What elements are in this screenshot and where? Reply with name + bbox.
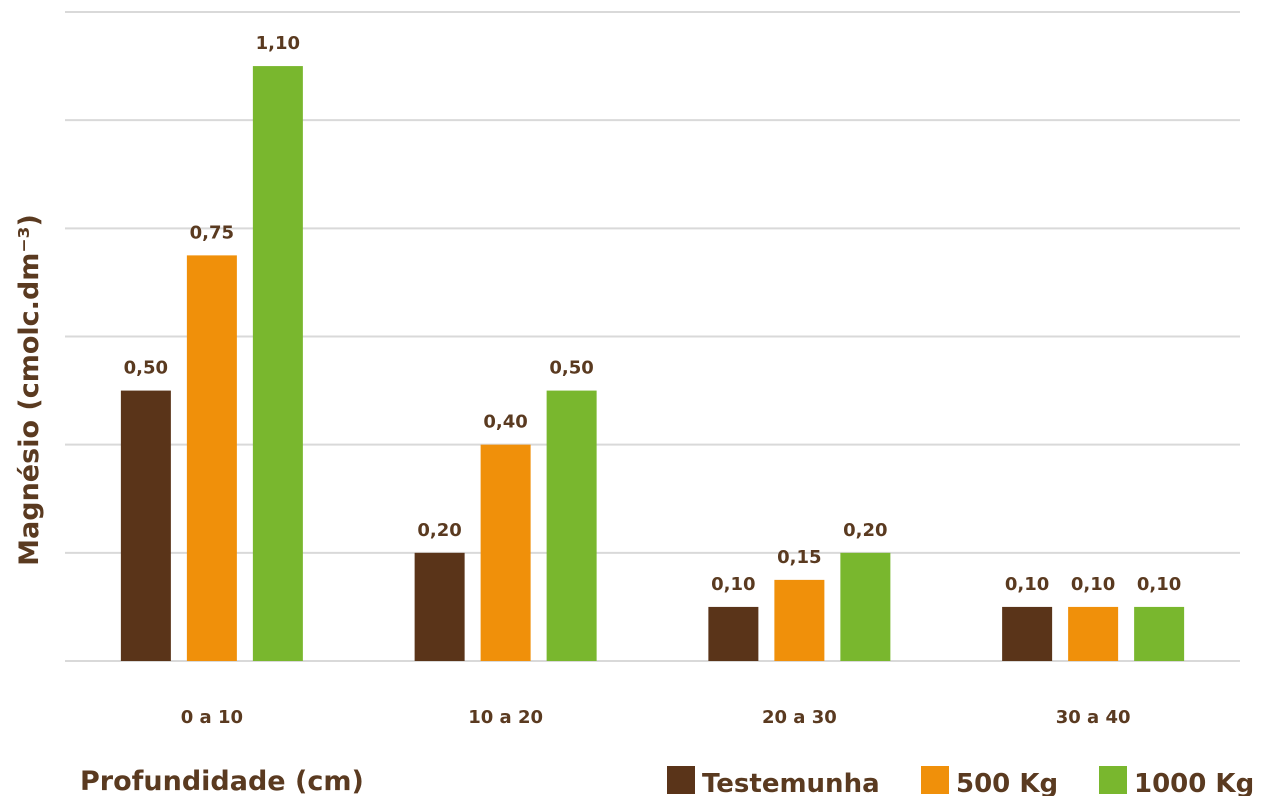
bar-500-kg-0 bbox=[186, 255, 237, 661]
bar-1000-kg-2 bbox=[840, 552, 891, 661]
data-labels: 0,50 0,75 1,10 0,20 0,40 0,50 0,10 0,15 0,20 0,10… bbox=[124, 33, 1182, 595]
bar-testemunha-3 bbox=[1002, 606, 1053, 661]
bar-500-kg-3 bbox=[1068, 606, 1119, 661]
bar-500-kg-2 bbox=[774, 579, 825, 661]
bar-1000-kg-3 bbox=[1134, 606, 1185, 661]
legend-swatch bbox=[921, 766, 949, 794]
data-label: 0,20 bbox=[417, 520, 461, 541]
bar-1000-kg-1 bbox=[546, 390, 597, 661]
data-label: 0,10 bbox=[711, 574, 755, 595]
x-tick-label: 20 a 30 bbox=[762, 707, 837, 728]
data-label: 0,20 bbox=[843, 520, 887, 541]
bar-testemunha-0 bbox=[120, 390, 171, 661]
bar-500-kg-1 bbox=[480, 444, 531, 661]
legend-label: Testemunha bbox=[702, 769, 880, 796]
data-label: 0,50 bbox=[124, 358, 168, 379]
x-tick-label: 30 a 40 bbox=[1056, 707, 1131, 728]
bar-testemunha-2 bbox=[708, 606, 759, 661]
legend-label: 1000 Kg bbox=[1134, 769, 1254, 796]
x-tick-labels: 0 a 10 10 a 20 20 a 30 30 a 40 bbox=[181, 707, 1131, 728]
data-label: 0,50 bbox=[549, 358, 593, 379]
data-label: 0,15 bbox=[777, 547, 821, 568]
data-label: 0,75 bbox=[190, 222, 234, 243]
bar-testemunha-1 bbox=[414, 552, 465, 661]
data-label: 0,40 bbox=[483, 412, 527, 433]
legend-swatch bbox=[1099, 766, 1127, 794]
data-label: 1,10 bbox=[256, 33, 300, 54]
x-tick-label: 10 a 20 bbox=[468, 707, 543, 728]
bar-1000-kg-0 bbox=[252, 66, 303, 662]
legend-label: 500 Kg bbox=[956, 769, 1058, 796]
gridlines bbox=[65, 11, 1240, 662]
x-tick-label: 0 a 10 bbox=[181, 707, 243, 728]
x-axis-title: Profundidade (cm) bbox=[80, 766, 364, 796]
legend-swatch bbox=[667, 766, 695, 794]
data-label: 0,10 bbox=[1005, 574, 1049, 595]
legend: Testemunha 500 Kg 1000 Kg bbox=[667, 766, 1254, 796]
data-label: 0,10 bbox=[1137, 574, 1181, 595]
y-axis-title: Magnésio (cmolc.dm⁻³) bbox=[14, 214, 45, 566]
bars bbox=[120, 66, 1185, 662]
data-label: 0,10 bbox=[1071, 574, 1115, 595]
